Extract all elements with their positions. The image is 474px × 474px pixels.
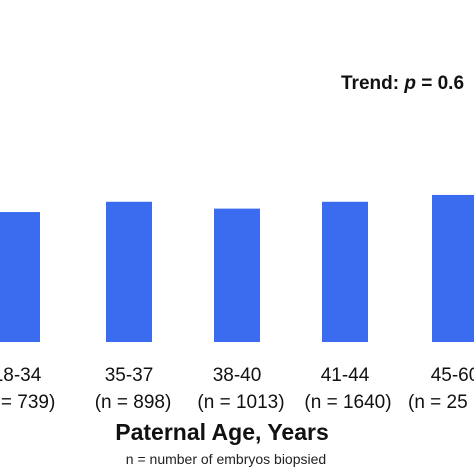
x-tick-label: 35-37 [105,365,154,386]
trend-p: p [403,73,416,94]
bar-35-37 [106,201,152,342]
x-tick-label: 38-40 [213,365,262,386]
footnote: n = number of embryos biopsied [126,451,326,467]
bar-38-40 [214,208,260,342]
n-label: (n = 25 [408,392,468,413]
x-tick-label: 18-34 [0,365,42,386]
trend-suffix: = 0.6 [416,73,464,94]
trend-prefix: Trend: [341,73,404,94]
bar-41-44 [322,201,368,342]
n-label: (n = 739) [0,392,55,413]
sample-size-labels: (n = 739) (n = 898) (n = 1013) (n = 1640… [0,392,468,413]
bars-group [0,194,474,342]
x-tick-label: 45-60 [431,365,474,386]
n-label: (n = 1640) [304,392,391,413]
x-axis-title: Paternal Age, Years [115,419,329,445]
x-tick-label: 41-44 [321,365,370,386]
bar-45-60 [432,194,474,342]
n-label: (n = 898) [95,392,172,413]
n-label: (n = 1013) [197,392,284,413]
trend-annotation: Trend: p = 0.6 [341,73,464,94]
x-tick-labels: 18-34 35-37 38-40 41-44 45-60 [0,365,474,386]
bar-18-34 [0,212,40,342]
